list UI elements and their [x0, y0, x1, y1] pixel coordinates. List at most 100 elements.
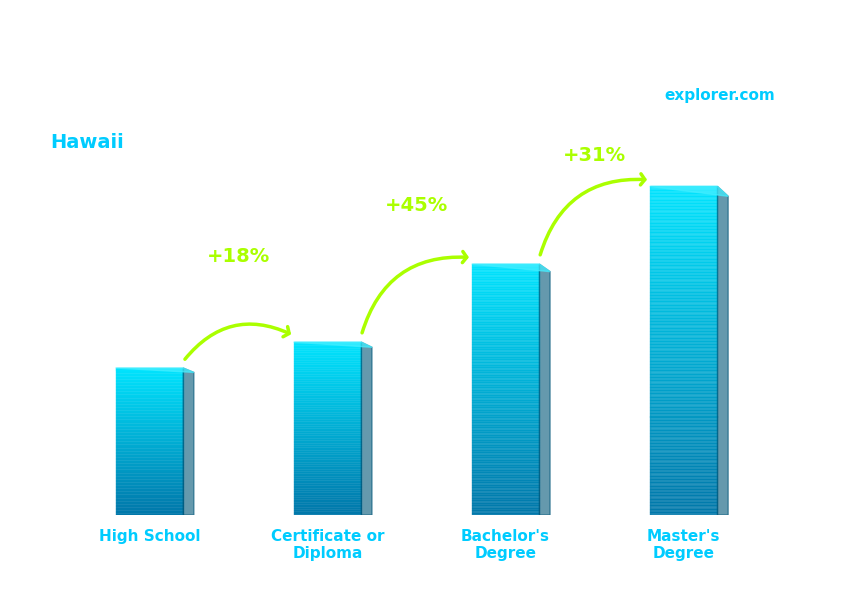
Bar	[293, 418, 361, 420]
Bar	[472, 344, 540, 347]
Bar	[649, 265, 717, 268]
Bar	[472, 324, 540, 327]
Bar	[472, 264, 540, 267]
Bar	[293, 458, 361, 460]
Bar	[649, 446, 717, 450]
Polygon shape	[472, 264, 550, 271]
Bar	[649, 298, 717, 301]
Bar	[649, 256, 717, 259]
Bar	[116, 396, 184, 398]
Bar	[116, 411, 184, 412]
Bar	[472, 467, 540, 470]
Bar	[472, 319, 540, 322]
Bar	[293, 368, 361, 370]
Bar	[293, 399, 361, 401]
Bar	[293, 425, 361, 427]
Bar	[293, 477, 361, 479]
Bar	[293, 406, 361, 408]
Bar	[472, 425, 540, 427]
Bar	[293, 453, 361, 454]
Bar	[649, 495, 717, 499]
Bar	[472, 475, 540, 478]
Bar	[472, 405, 540, 407]
Bar	[116, 467, 184, 468]
Bar	[649, 358, 717, 361]
Bar	[293, 439, 361, 441]
Bar	[472, 480, 540, 482]
Bar	[649, 252, 717, 256]
Polygon shape	[717, 187, 728, 515]
Bar	[472, 372, 540, 375]
Bar	[472, 350, 540, 352]
Bar	[293, 507, 361, 508]
Bar	[116, 378, 184, 380]
Bar	[293, 436, 361, 438]
Bar	[472, 355, 540, 357]
Bar	[116, 454, 184, 456]
Bar	[649, 420, 717, 423]
Bar	[293, 494, 361, 496]
Bar	[293, 468, 361, 470]
Bar	[649, 315, 717, 318]
Bar	[116, 508, 184, 509]
Bar	[649, 262, 717, 265]
Bar	[116, 412, 184, 414]
Bar	[649, 476, 717, 479]
Bar	[472, 335, 540, 337]
Bar	[293, 485, 361, 487]
Bar	[472, 295, 540, 297]
Bar	[293, 454, 361, 456]
Bar	[116, 465, 184, 467]
Bar	[116, 477, 184, 478]
Bar	[472, 460, 540, 462]
Bar	[649, 338, 717, 341]
Bar	[116, 385, 184, 387]
Bar	[472, 370, 540, 372]
Bar	[293, 463, 361, 465]
Bar	[472, 357, 540, 359]
Bar	[649, 469, 717, 472]
Bar	[116, 470, 184, 471]
Bar	[649, 229, 717, 233]
Bar	[293, 473, 361, 475]
Bar	[293, 496, 361, 498]
Bar	[293, 380, 361, 382]
Bar	[472, 387, 540, 390]
Bar	[649, 393, 717, 397]
Bar	[649, 492, 717, 495]
Bar	[649, 381, 717, 384]
Bar	[649, 443, 717, 446]
Bar	[116, 474, 184, 475]
Bar	[472, 337, 540, 339]
Bar	[293, 503, 361, 505]
Bar	[649, 450, 717, 453]
Bar	[649, 410, 717, 413]
Bar	[649, 397, 717, 400]
Bar	[116, 504, 184, 505]
Text: 75,600 USD: 75,600 USD	[417, 245, 508, 259]
Bar	[649, 233, 717, 236]
Bar	[293, 508, 361, 510]
Bar	[116, 491, 184, 493]
Bar	[293, 377, 361, 379]
Bar	[472, 322, 540, 324]
Bar	[293, 365, 361, 367]
Bar	[472, 452, 540, 455]
Bar	[649, 439, 717, 443]
Bar	[116, 421, 184, 422]
Bar	[116, 436, 184, 437]
Bar	[293, 484, 361, 485]
Bar	[116, 419, 184, 421]
Bar	[293, 385, 361, 387]
Bar	[472, 315, 540, 317]
Bar	[293, 356, 361, 358]
Bar	[116, 408, 184, 409]
Text: salary: salary	[723, 65, 775, 79]
Bar	[116, 499, 184, 501]
Bar	[649, 367, 717, 370]
Bar	[472, 495, 540, 498]
Text: Salary Comparison By Education: Salary Comparison By Education	[50, 65, 558, 93]
Polygon shape	[293, 342, 372, 347]
Bar	[472, 392, 540, 395]
Bar	[116, 461, 184, 462]
